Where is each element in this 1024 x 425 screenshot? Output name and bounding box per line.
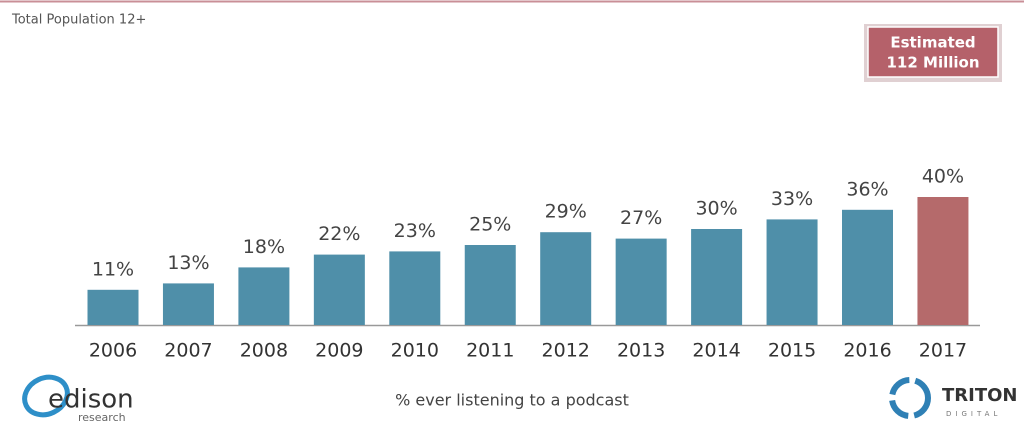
- x-tick-label: 2012: [542, 340, 590, 362]
- value-label: 11%: [92, 258, 134, 280]
- x-axis-label: % ever listening to a podcast: [395, 391, 629, 410]
- value-label: 23%: [394, 220, 436, 242]
- chart-title: Total Population 12+: [11, 13, 146, 28]
- logo-text: edison: [48, 385, 134, 415]
- value-label: 30%: [695, 198, 737, 220]
- value-label: 22%: [318, 223, 360, 245]
- logo-swoosh: [22, 374, 70, 418]
- bar: [842, 209, 893, 325]
- bar: [389, 251, 441, 325]
- x-tick-label: 2010: [391, 340, 439, 362]
- bar: [540, 232, 592, 325]
- value-label: 13%: [167, 252, 209, 274]
- bar: [766, 219, 818, 325]
- value-label: 33%: [771, 188, 813, 210]
- value-label: 27%: [620, 207, 662, 229]
- x-tick-label: 2008: [240, 340, 288, 362]
- value-label: 25%: [469, 214, 511, 236]
- bar: [162, 283, 214, 325]
- triton-logo: TRITON DIGITAL: [889, 377, 1017, 419]
- x-tick-label: 2015: [768, 340, 816, 362]
- bar: [87, 289, 139, 325]
- value-label: 36%: [846, 178, 888, 200]
- edison-logo: edison research: [22, 374, 134, 424]
- bar: [238, 267, 290, 325]
- logo-subtext: research: [78, 411, 126, 424]
- x-tick-label: 2011: [466, 340, 514, 362]
- x-tick-label: 2016: [843, 340, 891, 362]
- logo-ring: [889, 377, 931, 419]
- annotation-line: Estimated: [890, 34, 975, 52]
- annotation-bg: [867, 26, 999, 78]
- annotation-box: Estimated 112 Million: [864, 24, 1002, 82]
- x-tick-label: 2014: [692, 340, 740, 362]
- logo-text: TRITON: [942, 385, 1017, 406]
- bar: [615, 238, 667, 325]
- annotation-line: 112 Million: [886, 54, 979, 72]
- value-label: 40%: [922, 166, 964, 188]
- value-label: 29%: [545, 201, 587, 223]
- x-tick-label: 2006: [89, 340, 137, 362]
- x-tick-label: 2017: [919, 340, 967, 362]
- logo-subtext: DIGITAL: [946, 410, 1001, 418]
- x-tick-label: 2007: [164, 340, 212, 362]
- bar: [464, 245, 516, 325]
- bar: [313, 254, 365, 325]
- x-tick-label: 2013: [617, 340, 665, 362]
- bar: [917, 197, 969, 325]
- x-tick-label: 2009: [315, 340, 363, 362]
- value-label: 18%: [243, 236, 285, 258]
- bar: [691, 229, 743, 325]
